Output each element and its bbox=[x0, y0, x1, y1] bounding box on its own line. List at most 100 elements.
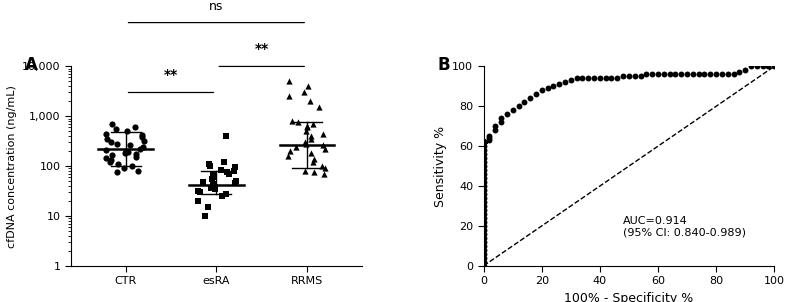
Y-axis label: cfDNA concentration (ng/mL): cfDNA concentration (ng/mL) bbox=[6, 85, 17, 248]
Point bbox=[664, 72, 676, 77]
Point bbox=[547, 84, 559, 89]
Point bbox=[223, 172, 235, 176]
Point bbox=[477, 191, 490, 196]
Point bbox=[198, 180, 210, 185]
Point bbox=[194, 190, 206, 194]
Point bbox=[588, 76, 600, 81]
Text: ns: ns bbox=[209, 0, 224, 13]
Point bbox=[191, 188, 204, 193]
Point bbox=[646, 72, 659, 77]
Point bbox=[477, 263, 490, 268]
Point bbox=[230, 179, 243, 184]
Point bbox=[756, 64, 769, 69]
Point bbox=[318, 147, 331, 152]
Point bbox=[305, 134, 318, 139]
Point bbox=[477, 200, 490, 204]
Point bbox=[704, 72, 717, 77]
Point bbox=[477, 247, 490, 252]
Point bbox=[105, 122, 118, 127]
Point bbox=[100, 137, 113, 141]
Point bbox=[204, 164, 216, 169]
Point bbox=[130, 154, 142, 159]
Point bbox=[477, 160, 490, 165]
Point bbox=[298, 90, 310, 95]
Point bbox=[300, 141, 313, 146]
Point bbox=[477, 148, 490, 153]
Point bbox=[553, 82, 566, 87]
Point bbox=[477, 140, 490, 145]
Point bbox=[733, 70, 746, 75]
Point bbox=[299, 140, 311, 145]
Point bbox=[208, 175, 220, 180]
Point bbox=[282, 153, 295, 158]
Point bbox=[529, 92, 542, 97]
Point bbox=[716, 72, 728, 77]
Point bbox=[137, 139, 150, 143]
Point bbox=[206, 177, 219, 182]
Point bbox=[477, 140, 490, 145]
Point bbox=[284, 149, 296, 153]
Point bbox=[100, 131, 112, 136]
Point bbox=[477, 140, 490, 145]
Point bbox=[209, 185, 221, 189]
Point bbox=[477, 176, 490, 181]
Point bbox=[220, 191, 232, 196]
Point bbox=[477, 140, 490, 145]
Point bbox=[477, 204, 490, 208]
Point bbox=[477, 144, 490, 149]
Point bbox=[315, 164, 328, 169]
Point bbox=[593, 76, 606, 81]
Point bbox=[300, 123, 313, 128]
Point bbox=[285, 119, 298, 124]
Point bbox=[477, 196, 490, 201]
Point bbox=[118, 166, 131, 171]
Point bbox=[228, 169, 241, 173]
Point bbox=[104, 160, 117, 165]
Point bbox=[477, 140, 490, 145]
Point bbox=[489, 128, 502, 133]
Point bbox=[477, 140, 490, 145]
Point bbox=[477, 168, 490, 172]
Point bbox=[512, 104, 525, 109]
Point bbox=[105, 158, 118, 163]
Point bbox=[698, 72, 711, 77]
Point bbox=[495, 116, 507, 121]
Point bbox=[477, 251, 490, 256]
Point bbox=[721, 72, 734, 77]
Point bbox=[477, 164, 490, 169]
Point bbox=[126, 164, 139, 169]
X-axis label: 100% - Specificity %: 100% - Specificity % bbox=[564, 292, 694, 302]
Point bbox=[206, 173, 219, 178]
Point bbox=[477, 140, 490, 145]
Point bbox=[302, 84, 314, 89]
Point bbox=[318, 172, 330, 176]
Point bbox=[307, 156, 320, 161]
Point bbox=[477, 227, 490, 232]
Point bbox=[105, 140, 118, 145]
Point bbox=[634, 74, 647, 79]
Point bbox=[305, 137, 318, 141]
Point bbox=[216, 194, 228, 198]
Text: **: ** bbox=[164, 68, 178, 82]
Point bbox=[477, 211, 490, 216]
Point bbox=[745, 64, 758, 69]
Point bbox=[130, 152, 143, 156]
Point bbox=[762, 64, 775, 69]
Point bbox=[307, 170, 320, 175]
Point bbox=[477, 140, 490, 145]
Point bbox=[106, 153, 118, 158]
Point bbox=[477, 223, 490, 228]
Point bbox=[303, 99, 316, 104]
Point bbox=[477, 140, 490, 145]
Point bbox=[477, 239, 490, 244]
Y-axis label: Sensitivity %: Sensitivity % bbox=[434, 126, 446, 207]
Point bbox=[565, 78, 577, 83]
Point bbox=[477, 216, 490, 220]
Point bbox=[118, 150, 131, 155]
Point bbox=[681, 72, 694, 77]
Point bbox=[477, 243, 490, 248]
Point bbox=[228, 181, 241, 186]
Point bbox=[477, 140, 490, 145]
Point bbox=[215, 167, 228, 172]
Point bbox=[307, 122, 319, 127]
